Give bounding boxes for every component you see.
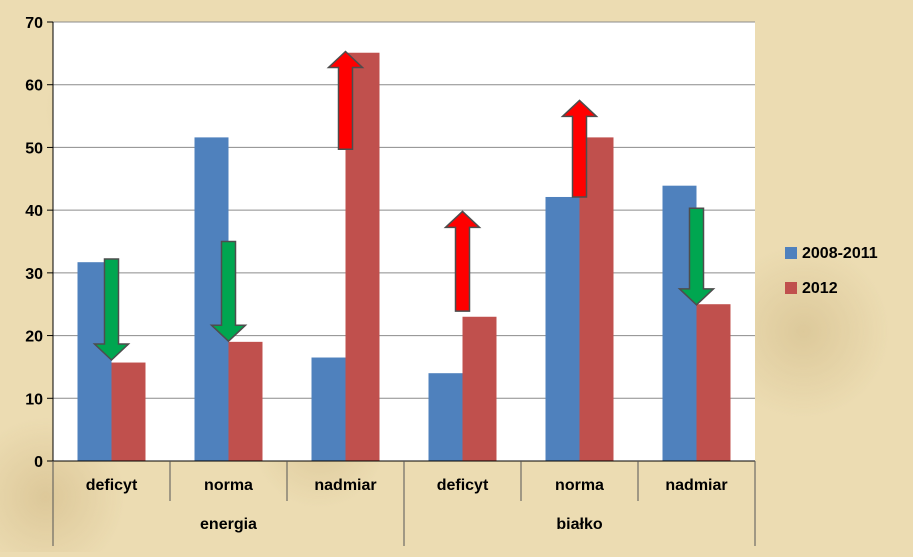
arrow-down [677,207,716,306]
category-label: norma [555,477,604,494]
legend-swatch [785,247,797,259]
arrow-up [443,210,482,312]
bar-series-0 [311,357,346,461]
legend-label: 2008-2011 [802,245,878,262]
category-label: nadmiar [665,477,727,494]
y-tick-label: 0 [34,454,43,471]
legend-label: 2012 [802,280,838,297]
category-label: nadmiar [314,477,376,494]
y-tick-label: 10 [25,391,43,408]
y-tick-label: 40 [25,203,43,220]
legend-swatch [785,282,797,294]
category-label: norma [204,477,253,494]
arrow-down [92,258,131,362]
y-tick-label: 50 [25,140,43,157]
plot-area [53,22,755,461]
group-label: energia [200,516,257,533]
arrow-down [209,240,248,343]
bar-series-0 [428,373,463,461]
bar-series-1 [462,316,497,461]
y-tick-label: 70 [25,15,43,32]
arrow-up [326,50,365,151]
y-tick-label: 30 [25,266,43,283]
bar-series-0 [545,196,580,462]
arrow-up [560,99,599,198]
bar-series-1 [228,341,263,461]
y-tick-label: 20 [25,329,43,346]
category-label: deficyt [86,477,138,494]
bar-series-1 [696,304,731,461]
bar-series-1 [111,362,146,461]
category-label: deficyt [437,477,489,494]
group-label: białko [556,516,602,533]
y-tick-label: 60 [25,78,43,95]
